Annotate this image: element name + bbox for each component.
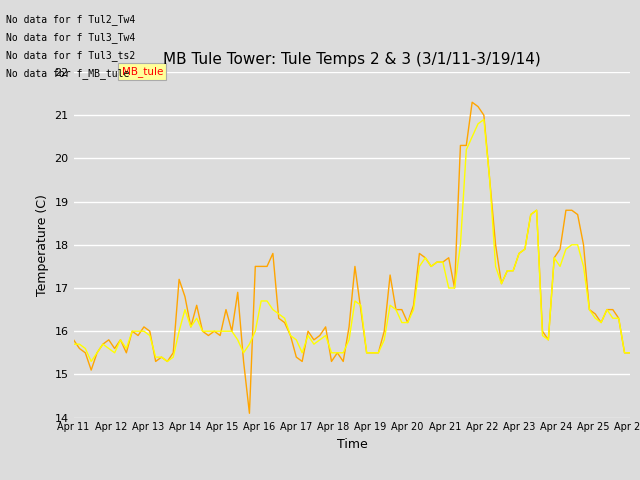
Text: No data for f_MB_tule: No data for f_MB_tule [6,68,130,79]
X-axis label: Time: Time [337,438,367,451]
Text: No data for f Tul3_ts2: No data for f Tul3_ts2 [6,50,136,61]
Title: MB Tule Tower: Tule Temps 2 & 3 (3/1/11-3/19/14): MB Tule Tower: Tule Temps 2 & 3 (3/1/11-… [163,52,541,67]
Text: No data for f Tul2_Tw4: No data for f Tul2_Tw4 [6,13,136,24]
Y-axis label: Temperature (C): Temperature (C) [36,194,49,296]
Text: No data for f Tul3_Tw4: No data for f Tul3_Tw4 [6,32,136,43]
Text: MB_tule: MB_tule [122,66,163,77]
